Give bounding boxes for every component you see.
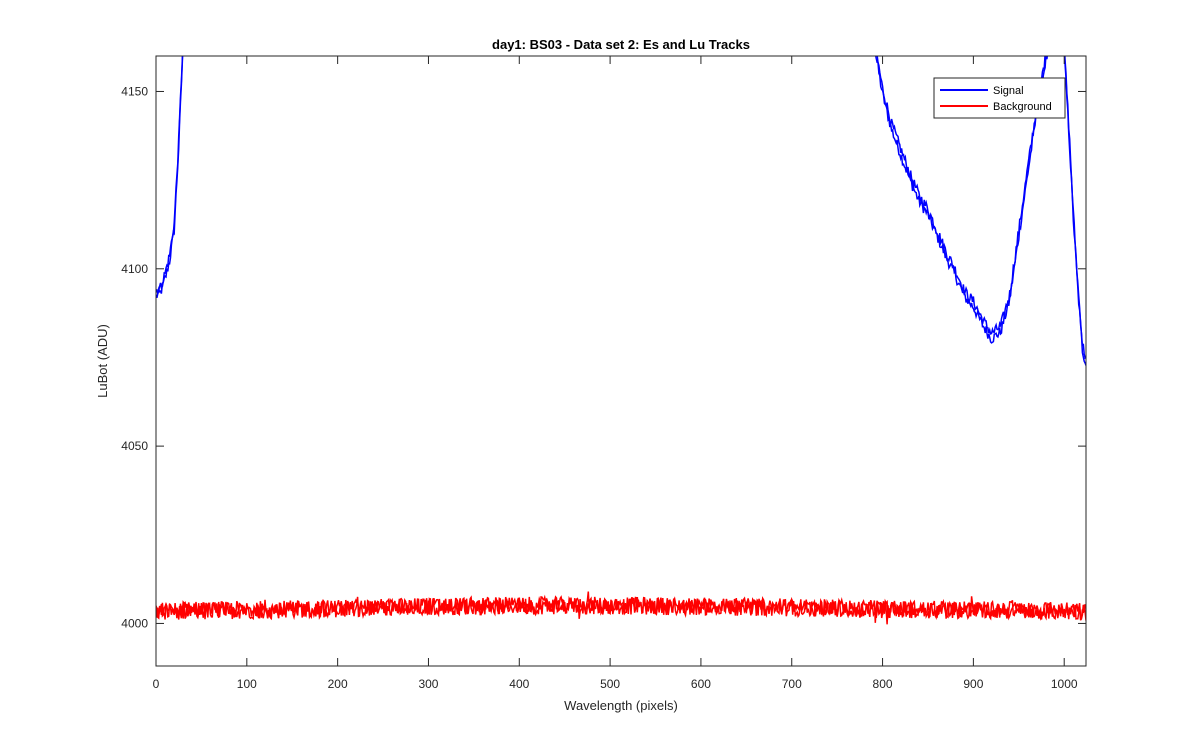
ticks-layer: 0 100 200 300 400 500 600 700 800 900 1000 4000 4050… [121,56,1086,691]
axes-box [155,55,1087,667]
series-layer [156,56,1086,625]
plot-area-background [156,56,1086,666]
x-tick-label: 900 [963,677,983,691]
series-line-background [156,594,1086,621]
x-tick-label: 700 [782,677,802,691]
x-tick-label: 100 [237,677,257,691]
chart-title: day1: BS03 - Data set 2: Es and Lu Track… [492,37,750,52]
x-tick-label: 200 [328,677,348,691]
x-tick-label: 800 [873,677,893,691]
legend-label-background: Background [993,101,1052,113]
y-tick-label: 4000 [121,616,148,630]
x-tick-label: 400 [509,677,529,691]
x-tick-label: 1000 [1051,677,1078,691]
series-line-signal [876,56,1086,360]
x-tick-label: 300 [418,677,438,691]
x-tick-label: 0 [153,677,160,691]
x-tick-label: 500 [600,677,620,691]
series-line-signal [156,56,184,295]
x-axis-label: Wavelength (pixels) [564,698,678,713]
x-tick-label: 600 [691,677,711,691]
legend-box [933,77,1066,119]
y-tick-label: 4150 [121,84,148,98]
y-tick-label: 4050 [121,439,148,453]
y-axis-label: LuBot (ADU) [95,324,110,398]
y-tick-label: 4100 [121,262,148,276]
legend: Signal Background [933,77,1066,119]
legend-label-signal: Signal [993,85,1024,97]
